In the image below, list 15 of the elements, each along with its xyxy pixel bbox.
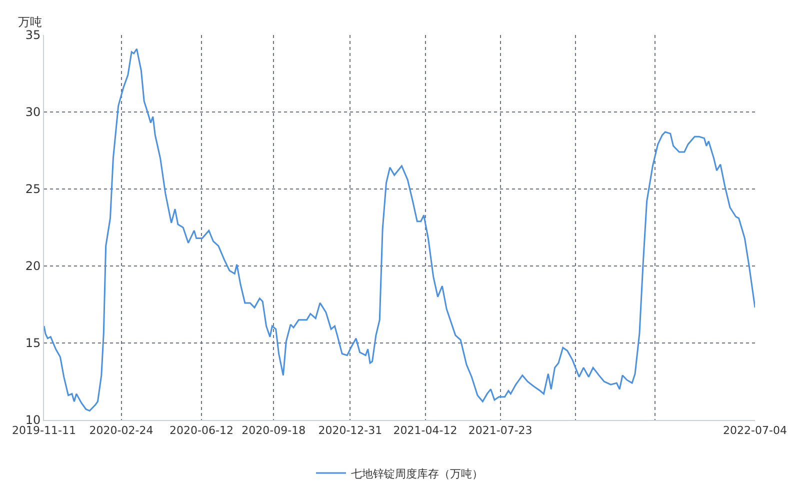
y-tick-label: 30 xyxy=(25,105,41,120)
x-tick-label: 2020-09-18 xyxy=(242,424,306,438)
x-tick-label: 2020-12-31 xyxy=(318,424,382,438)
y-tick-label: 20 xyxy=(25,259,41,274)
x-tick-label: 2020-02-24 xyxy=(89,424,154,438)
line-series xyxy=(44,48,755,412)
legend-label: 七地锌锭周度库存（万吨） xyxy=(351,467,483,480)
x-tick-label: 2021-04-12 xyxy=(393,424,458,438)
x-tick-label: 2021-07-23 xyxy=(468,424,532,438)
y-axis-title: 万吨 xyxy=(18,15,42,29)
y-tick-label: 15 xyxy=(25,336,41,350)
x-tick-label: 2020-06-12 xyxy=(170,424,234,438)
y-tick-label: 25 xyxy=(25,182,41,196)
y-tick-label: 35 xyxy=(25,28,41,42)
x-tick-label: 2022-07-04 xyxy=(723,424,787,438)
